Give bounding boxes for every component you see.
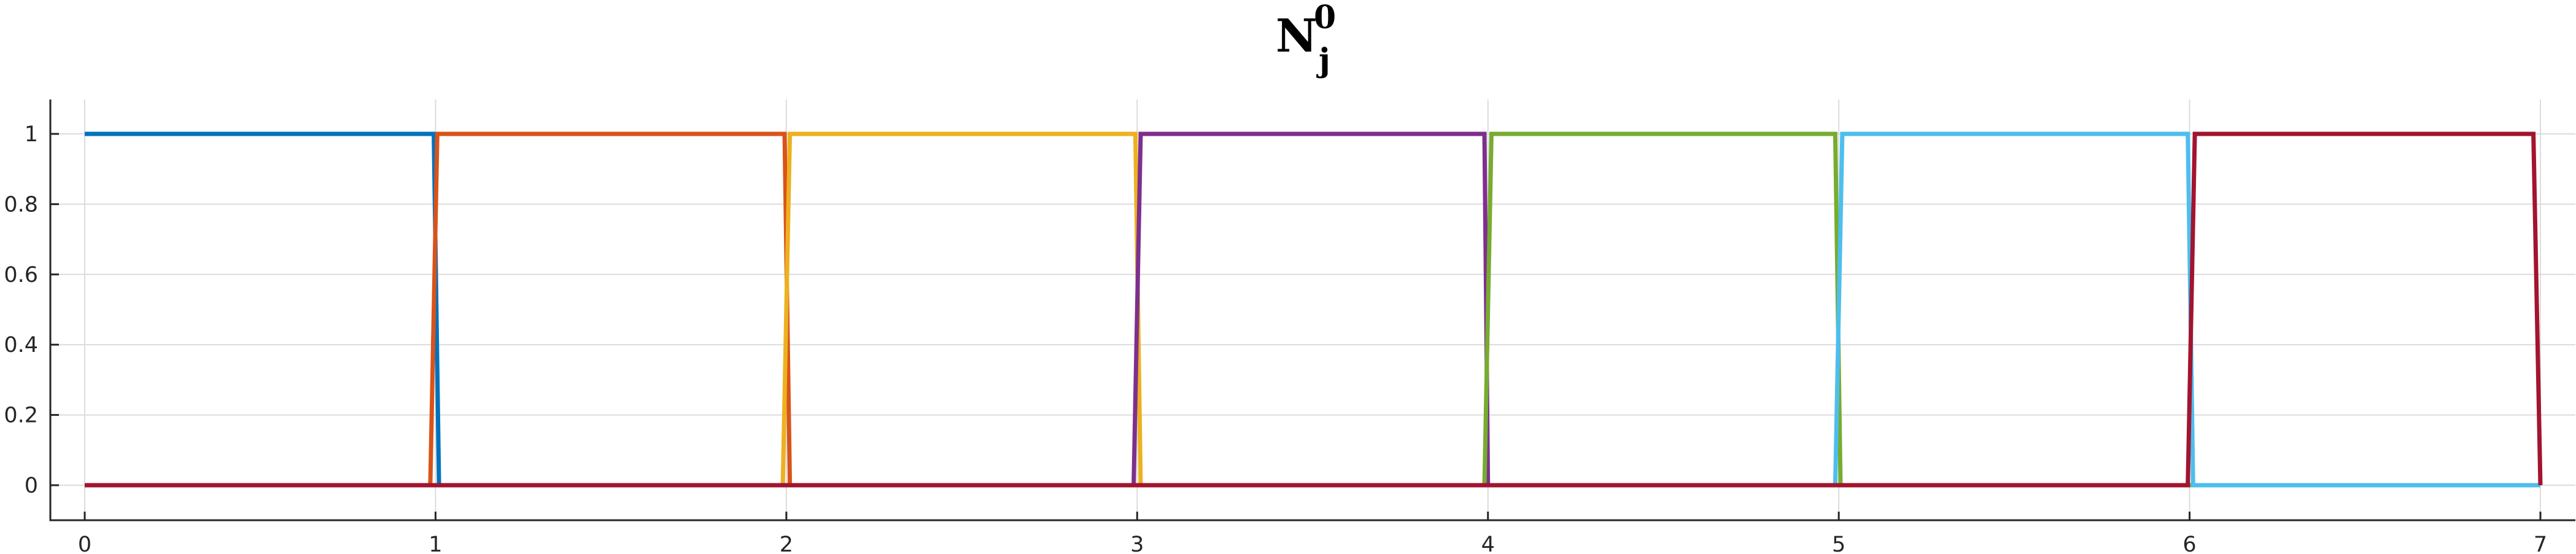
y-tick-label: 0.8 — [4, 192, 38, 217]
y-tick-labels: 0 0.2 0.4 0.6 0.8 1 — [4, 122, 38, 498]
x-tick-label: 5 — [1832, 533, 1845, 554]
y-tick-label: 0.4 — [4, 333, 38, 357]
y-tick-label: 0.6 — [4, 263, 38, 287]
series-line-7 — [85, 131, 2543, 488]
y-tick-label: 0 — [25, 474, 38, 498]
chart-title-subscript: j — [1316, 42, 1330, 79]
y-tick-label: 0.2 — [4, 404, 38, 428]
x-tick-label: 7 — [2534, 533, 2547, 554]
axes — [49, 99, 2575, 521]
chart-title-base: N — [1276, 10, 1317, 63]
x-tick-label: 0 — [78, 533, 91, 554]
x-tick-labels: 0 1 2 3 4 5 6 7 — [78, 533, 2547, 554]
x-tick-label: 6 — [2182, 533, 2196, 554]
x-tick-label: 1 — [429, 533, 442, 554]
chart-title: N — [1276, 10, 1317, 63]
axis-frame — [49, 99, 2575, 521]
series-lines — [85, 131, 2543, 488]
chart-title-superscript: 0 — [1314, 0, 1336, 36]
x-tick-label: 3 — [1130, 533, 1144, 554]
x-tick-label: 2 — [780, 533, 793, 554]
y-tick-label: 1 — [25, 122, 38, 147]
x-tick-label: 4 — [1481, 533, 1495, 554]
